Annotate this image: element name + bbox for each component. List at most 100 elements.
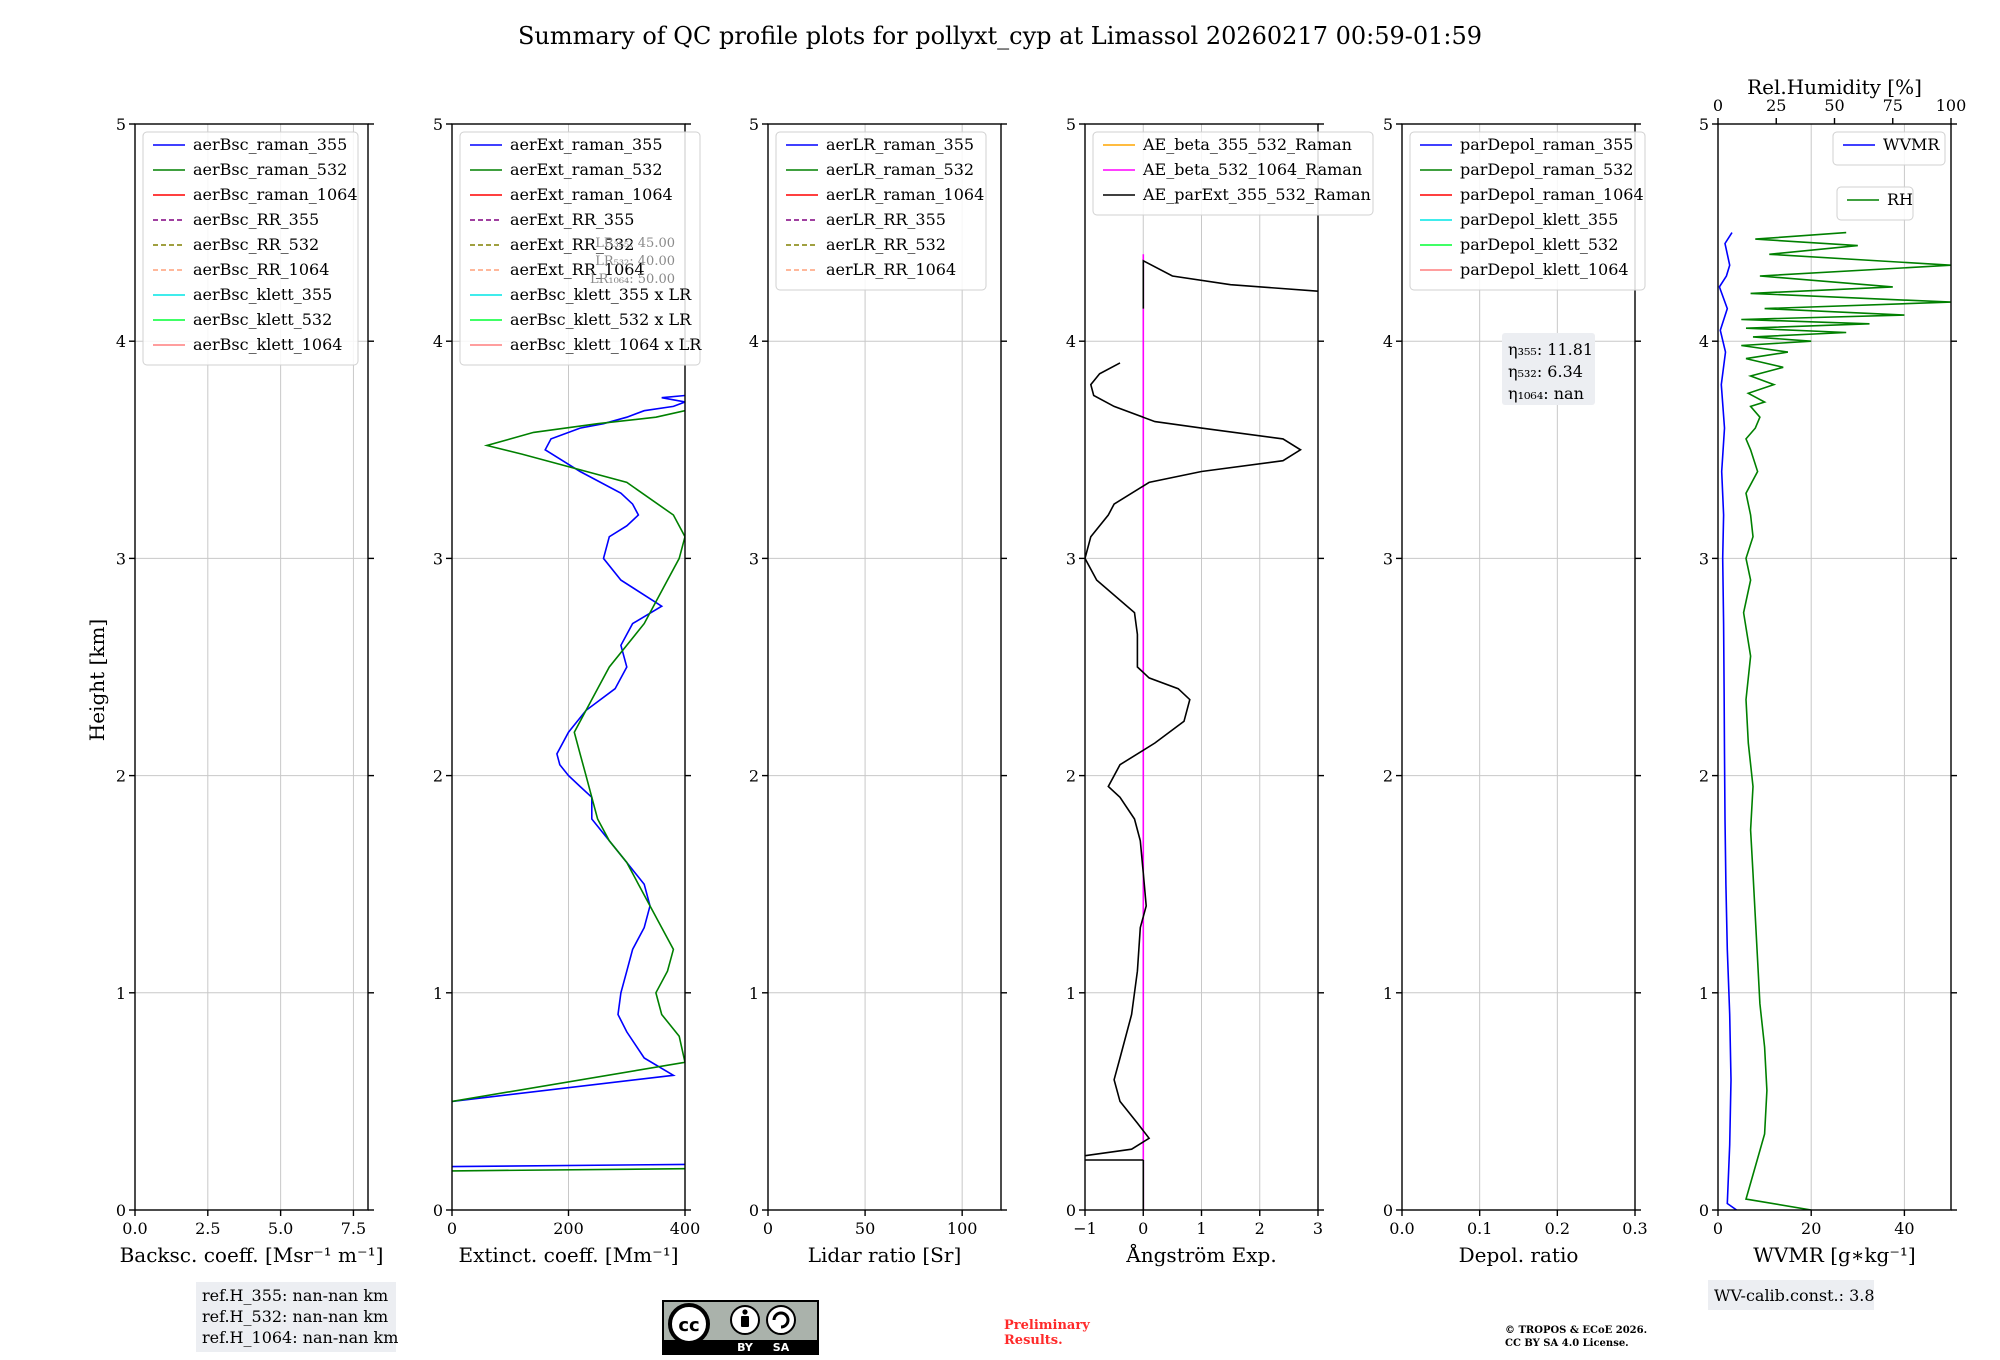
y-tick-label: 5 <box>1383 115 1393 134</box>
legend-frame <box>1832 131 1946 166</box>
preliminary-line-1: Preliminary <box>1004 1318 1090 1333</box>
y-tick-label: 2 <box>749 767 759 786</box>
lr-note: LR₁₀₆₄: 50.00 <box>590 272 675 287</box>
legend-entry-label: parDepol_klett_355 <box>1460 210 1618 229</box>
series-line-RH <box>1741 231 1951 1210</box>
cc-logo-icon <box>668 1303 710 1345</box>
axes-frame <box>1401 123 1636 1211</box>
legend-rh: RH <box>1836 186 1914 221</box>
copyright-notice: © TROPOS & ECoE 2026. CC BY SA 4.0 Licen… <box>1505 1324 1647 1350</box>
preliminary-label: Preliminary Results. <box>1004 1318 1090 1348</box>
legend-entry-label: parDepol_raman_532 <box>1460 160 1633 179</box>
legend: aerExt_raman_355 aerExt_raman_532 aerExt_r… <box>459 131 702 366</box>
wv-calib-value: WV-calib.const.: 3.8 <box>1714 1286 1875 1305</box>
eta-value: η₃₅₅: 11.81 <box>1508 340 1593 359</box>
y-tick-label: 0 <box>116 1201 126 1220</box>
cc-license-badge: cc BY SA <box>662 1300 819 1355</box>
y-tick-label: 0 <box>1699 1201 1709 1220</box>
legend-entry-label: aerExt_raman_532 <box>510 160 663 179</box>
legend-entry-label: aerBsc_klett_1064 <box>193 335 342 354</box>
x-axis-label: Lidar ratio [Sr] <box>808 1243 962 1267</box>
legend: aerLR_raman_355 aerLR_raman_532 aerLR_rama… <box>775 131 987 291</box>
x-tick-label: 5.0 <box>268 1219 293 1238</box>
axes-frame <box>767 123 1002 1211</box>
x-tick-label: 0.0 <box>122 1219 147 1238</box>
series-line-aerExt_raman_532 <box>452 409 685 1172</box>
legend-frame <box>459 131 701 366</box>
y-tick-label: 1 <box>1699 984 1709 1003</box>
eta-value: η₁₀₆₄: nan <box>1508 384 1584 403</box>
panel-backscatter: 0 1 2 3 4 5 0.0 2.5 5.0 7.5 Backsc. coeff. [Msr⁻¹ … <box>116 115 384 1267</box>
y-tick-label: 2 <box>433 767 443 786</box>
badge-sa-label: SA <box>773 1341 790 1354</box>
y-tick-label: 5 <box>1066 115 1076 134</box>
legend-entry-label: AE_beta_532_1064_Raman <box>1142 160 1362 179</box>
wv-calib-box: WV-calib.const.: 3.8 <box>1708 1280 1875 1310</box>
y-tick-label: 3 <box>1699 549 1709 568</box>
x-tick-label: −1 <box>1073 1219 1097 1238</box>
sa-share-icon <box>766 1305 796 1335</box>
x-axis-label: Ångström Exp. <box>1125 1242 1276 1267</box>
legend-entry-label: aerBsc_RR_1064 <box>193 260 329 279</box>
top-x-tick-label: 25 <box>1766 96 1786 115</box>
y-tick-label: 4 <box>1383 332 1393 351</box>
x-tick-label: 200 <box>553 1219 584 1238</box>
x-tick-label: 40 <box>1894 1219 1914 1238</box>
legend: aerBsc_raman_355 aerBsc_raman_532 aerBsc_r… <box>142 131 359 366</box>
lr-note: LR₃₅₅: 45.00 <box>595 236 675 251</box>
legend-entry-label: aerExt_RR_532 <box>510 235 634 254</box>
x-tick-label: 0.0 <box>1389 1219 1414 1238</box>
legend-frame <box>1836 186 1914 221</box>
series-line-WVMR <box>1718 232 1738 1210</box>
x-tick-label: 20 <box>1801 1219 1821 1238</box>
ref-height-value: ref.H_355: nan-nan km <box>202 1286 388 1305</box>
y-axis-label: Height [km] <box>85 619 109 741</box>
legend-entry-label: aerBsc_raman_355 <box>193 135 347 154</box>
y-tick-label: 0 <box>1066 1201 1076 1220</box>
y-tick-label: 4 <box>1699 332 1709 351</box>
y-tick-label: 1 <box>433 984 443 1003</box>
legend-entry-label: aerLR_raman_1064 <box>826 185 984 204</box>
legend-entry-label: aerBsc_raman_1064 <box>193 185 358 204</box>
y-tick-label: 4 <box>749 332 759 351</box>
x-axis-label: Depol. ratio <box>1459 1243 1579 1267</box>
y-tick-label: 1 <box>749 984 759 1003</box>
ref-height-box: ref.H_355: nan-nan km ref.H_532: nan-nan … <box>196 1282 398 1352</box>
eta-value: η₅₃₂: 6.34 <box>1508 362 1583 381</box>
legend-entry-label: aerExt_raman_1064 <box>510 185 673 204</box>
x-tick-label: 0.1 <box>1467 1219 1492 1238</box>
x-tick-label: 0 <box>1138 1219 1148 1238</box>
legend-entry-label: parDepol_raman_1064 <box>1460 185 1644 204</box>
legend: parDepol_raman_355 parDepol_raman_532 parD… <box>1409 131 1646 291</box>
ref-height-value: ref.H_1064: nan-nan km <box>202 1328 398 1347</box>
copyright-line-1: © TROPOS & ECoE 2026. <box>1505 1325 1648 1336</box>
legend-entry-label: aerExt_raman_355 <box>510 135 663 154</box>
svg-text:cc: cc <box>678 1315 699 1336</box>
panel-extinction: 0 1 2 3 4 5 0 200 400 Extinct. coeff. [Mm⁻¹] aerEx… <box>433 115 702 1267</box>
x-tick-label: 3 <box>1313 1219 1323 1238</box>
x-tick-label: 50 <box>855 1219 875 1238</box>
y-tick-label: 2 <box>116 767 126 786</box>
panel-depolarization: 0 1 2 3 4 5 0.0 0.1 0.2 0.3 Depol. ratio parDepol_r… <box>1383 115 1648 1267</box>
legend-entry-label: aerBsc_klett_1064 x LR <box>510 335 702 354</box>
legend-entry-label: aerLR_RR_1064 <box>826 260 956 279</box>
y-tick-label: 4 <box>1066 332 1076 351</box>
legend: AE_beta_355_532_Raman AE_beta_532_1064_Ra… <box>1092 131 1374 216</box>
top-x-axis-label: Rel.Humidity [%] <box>1747 75 1922 99</box>
y-tick-label: 5 <box>1699 115 1709 134</box>
y-tick-label: 0 <box>433 1201 443 1220</box>
legend-entry-label: parDepol_klett_1064 <box>1460 260 1629 279</box>
copyright-line-2: CC BY SA 4.0 License. <box>1505 1338 1629 1349</box>
legend-frame <box>1409 131 1646 291</box>
y-tick-label: 5 <box>749 115 759 134</box>
y-tick-label: 0 <box>749 1201 759 1220</box>
y-tick-label: 5 <box>433 115 443 134</box>
legend-entry-label: aerExt_RR_355 <box>510 210 634 229</box>
legend-entry-label: aerExt_RR_1064 <box>510 260 645 279</box>
wv-calib-bg <box>1708 1280 1874 1310</box>
legend-frame <box>1092 131 1374 216</box>
y-tick-label: 1 <box>1383 984 1393 1003</box>
preliminary-line-2: Results. <box>1004 1333 1063 1348</box>
